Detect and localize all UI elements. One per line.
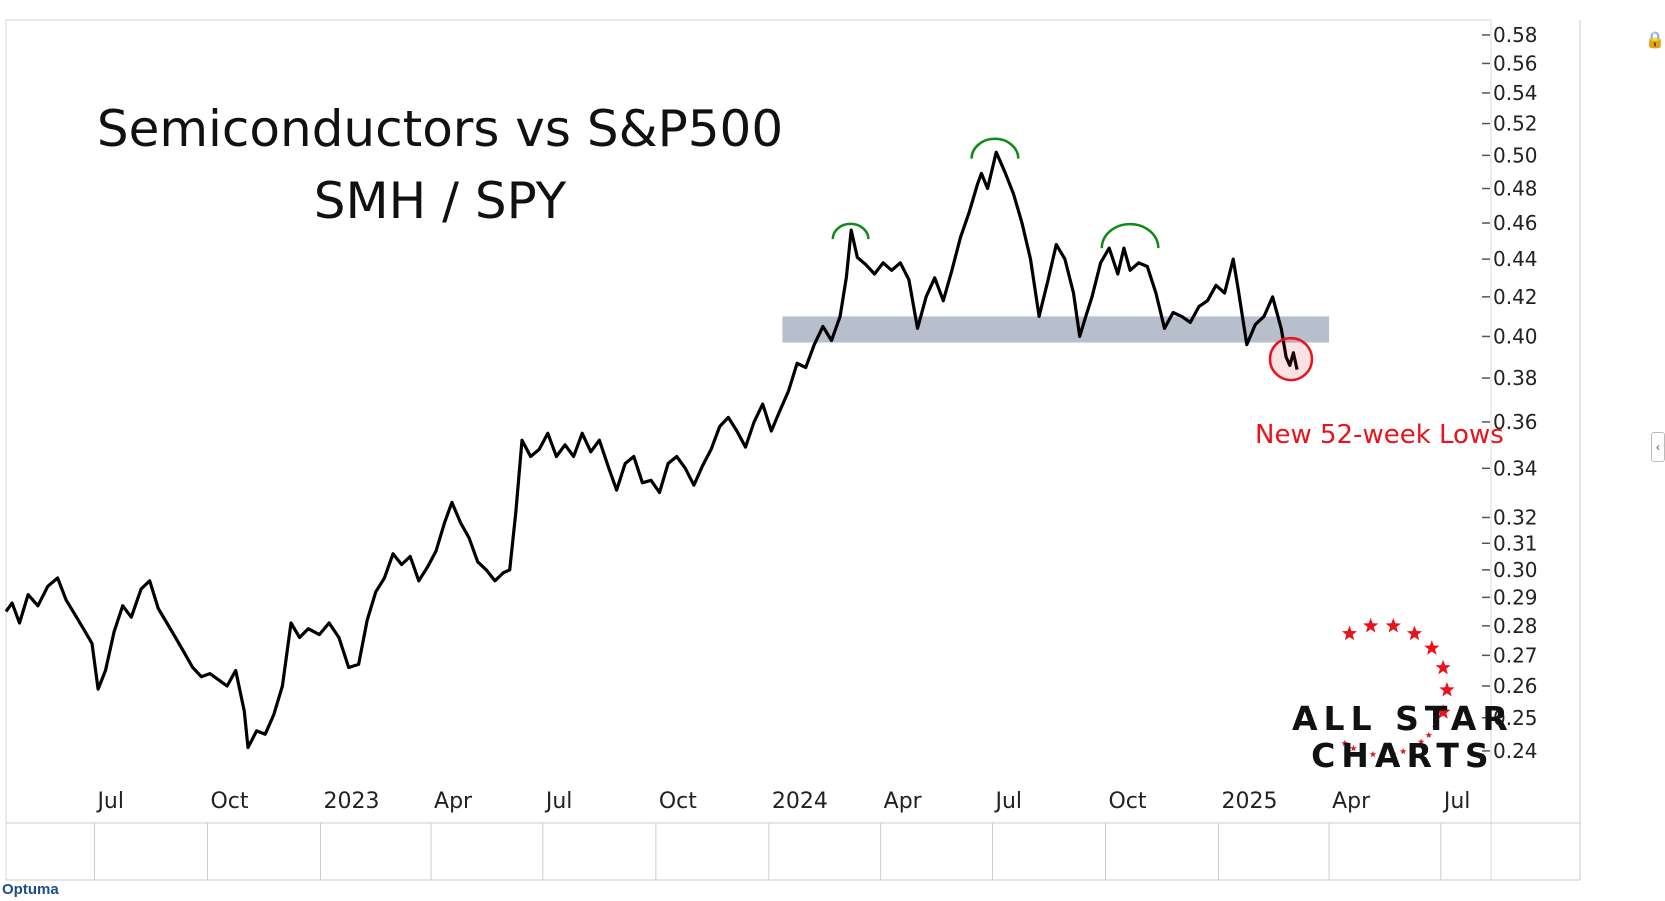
brand-star [1439,682,1455,697]
brand-line-1: ALL STAR [1292,699,1514,738]
brand-logo: ALL STAR CHARTS [1292,700,1514,774]
chart-title: Semiconductors vs S&P500 [96,100,784,158]
y-tick-label: 0.50 [1493,143,1538,167]
brand-star-small [1369,750,1377,758]
y-tick-label: 0.24 [1493,739,1538,763]
y-tick-label: 0.36 [1493,410,1538,434]
new-low-circle [1268,336,1314,382]
x-axis-ticks: rJulOct2023AprJulOct2024AprJulOct2025Apr… [93,789,1471,880]
top-arcs [831,137,1160,249]
x-tick-label: 2024 [772,789,828,814]
brand-star [1424,640,1440,655]
y-tick-label: 0.40 [1493,324,1538,348]
x-tick-label: Apr [1332,789,1371,814]
brand-star-small [1431,723,1439,731]
top-arc [970,137,1020,159]
x-tick-label: Jul [1442,789,1471,814]
brand-star-small [1390,750,1397,757]
x-tick-label: 2023 [323,789,379,814]
y-tick-label: 0.42 [1493,285,1538,309]
brand-star-small [1409,743,1416,751]
brand-star-small [1417,738,1425,745]
lock-icon[interactable]: 🔒 [1645,32,1665,49]
brand-star-small [1379,751,1387,758]
x-tick-label: Oct [1108,789,1146,814]
y-tick-label: 0.38 [1493,366,1538,390]
x-tick-label: Jul [993,789,1022,814]
x-tick-label: Apr [884,789,923,814]
x-tick-label: 2025 [1222,789,1278,814]
y-tick-label: 0.54 [1493,81,1538,105]
brand-star [1363,618,1379,633]
y-tick-label: 0.58 [1493,23,1538,47]
brand-star-small [1359,748,1367,755]
y-axis-ticks: 0.58 0.56 0.54 0.52 0.50 0.48 0.46 0.44 0.42 0.40… [1482,23,1538,763]
brand-star-small [1350,744,1357,752]
chevron-left-icon[interactable]: ‹ [1651,432,1665,462]
support-zone [782,316,1330,343]
y-tick-label: 0.27 [1493,643,1538,667]
brand-line-2: CHARTS [1311,736,1495,775]
brand-star [1406,625,1423,641]
y-tick-label: 0.56 [1493,51,1538,75]
y-tick-label: 0.32 [1493,505,1538,529]
brand-star-small [1341,739,1348,747]
optuma-logo: Optuma [2,881,59,898]
y-tick-label: 0.34 [1493,456,1538,480]
brand-star [1385,618,1401,633]
top-arc [1100,222,1160,249]
brand-star [1341,625,1358,641]
brand-star [1435,659,1451,675]
brand-star-small [1399,748,1407,755]
brand-star [1435,704,1451,719]
brand-star-small [1425,731,1433,738]
y-tick-label: 0.44 [1493,247,1538,271]
x-tick-label: Jul [544,789,573,814]
y-tick-label: 0.31 [1493,531,1538,555]
y-tick-label: 0.28 [1493,614,1538,638]
y-tick-label: 0.26 [1493,674,1538,698]
y-tick-label: 0.29 [1493,585,1538,609]
x-tick-label: Oct [210,789,248,814]
chart-subtitle: SMH / SPY [313,172,567,230]
y-tick-label: 0.48 [1493,177,1538,201]
x-tick-label: Jul [95,789,124,814]
y-tick-label: 0.46 [1493,211,1538,235]
x-tick-label: Apr [434,789,473,814]
x-tick-label: Oct [659,789,697,814]
brand-stars [1341,618,1455,758]
y-tick-label: 0.25 [1493,706,1538,730]
new-lows-annotation: New 52-week Lows [1255,420,1504,450]
ratio-line [4,150,1299,750]
y-tick-label: 0.30 [1493,558,1538,582]
y-tick-label: 0.52 [1493,112,1538,136]
top-arc [831,222,870,240]
